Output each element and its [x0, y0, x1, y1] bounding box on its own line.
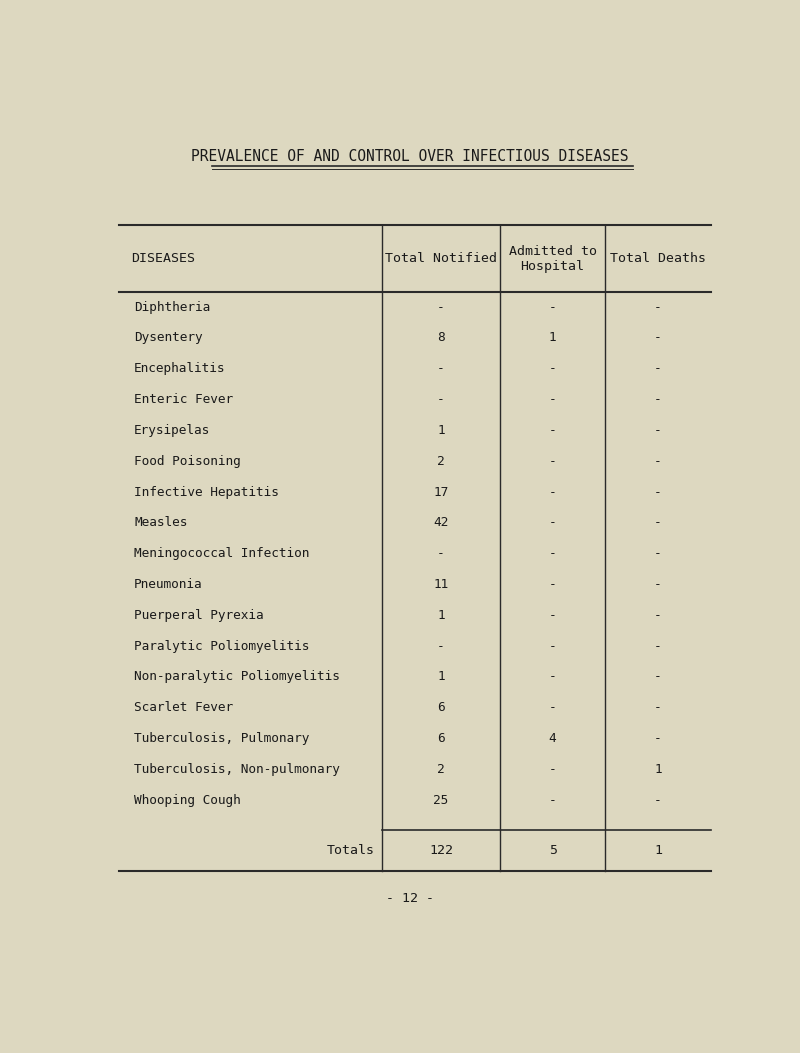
Text: -: -	[437, 362, 445, 375]
Text: -: -	[654, 393, 662, 406]
Text: - 12 -: - 12 -	[386, 892, 434, 905]
Text: Scarlet Fever: Scarlet Fever	[134, 701, 234, 714]
Text: 1: 1	[437, 671, 445, 683]
Text: Total Deaths: Total Deaths	[610, 252, 706, 265]
Text: -: -	[654, 732, 662, 746]
Text: -: -	[437, 639, 445, 653]
Text: -: -	[437, 393, 445, 406]
Text: -: -	[549, 701, 557, 714]
Text: -: -	[654, 609, 662, 621]
Text: 11: 11	[434, 578, 449, 591]
Text: -: -	[549, 578, 557, 591]
Text: -: -	[654, 455, 662, 468]
Text: Tuberculosis, Non-pulmonary: Tuberculosis, Non-pulmonary	[134, 762, 340, 776]
Text: 2: 2	[437, 762, 445, 776]
Text: Enteric Fever: Enteric Fever	[134, 393, 234, 406]
Text: -: -	[437, 548, 445, 560]
Text: -: -	[549, 455, 557, 468]
Text: PREVALENCE OF AND CONTROL OVER INFECTIOUS DISEASES: PREVALENCE OF AND CONTROL OVER INFECTIOU…	[191, 148, 629, 164]
Text: 1: 1	[437, 424, 445, 437]
Text: -: -	[549, 548, 557, 560]
Text: 6: 6	[437, 701, 445, 714]
Text: -: -	[654, 578, 662, 591]
Text: -: -	[654, 548, 662, 560]
Text: 42: 42	[434, 516, 449, 530]
Text: 17: 17	[434, 485, 449, 498]
Text: -: -	[654, 516, 662, 530]
Text: 1: 1	[654, 843, 662, 857]
Text: 6: 6	[437, 732, 445, 746]
Text: Tuberculosis, Pulmonary: Tuberculosis, Pulmonary	[134, 732, 310, 746]
Text: -: -	[654, 485, 662, 498]
Text: Total Notified: Total Notified	[385, 252, 497, 265]
Text: 8: 8	[437, 332, 445, 344]
Text: -: -	[654, 362, 662, 375]
Text: 1: 1	[549, 332, 557, 344]
Text: 1: 1	[654, 762, 662, 776]
Text: -: -	[654, 301, 662, 314]
Text: -: -	[654, 332, 662, 344]
Text: DISEASES: DISEASES	[131, 252, 195, 265]
Text: Encephalitis: Encephalitis	[134, 362, 226, 375]
Text: -: -	[549, 516, 557, 530]
Text: Pneumonia: Pneumonia	[134, 578, 202, 591]
Text: -: -	[654, 794, 662, 807]
Text: -: -	[549, 424, 557, 437]
Text: -: -	[437, 301, 445, 314]
Text: -: -	[549, 362, 557, 375]
Text: 122: 122	[429, 843, 453, 857]
Text: -: -	[654, 701, 662, 714]
Text: -: -	[549, 301, 557, 314]
Text: Erysipelas: Erysipelas	[134, 424, 210, 437]
Text: -: -	[654, 639, 662, 653]
Text: -: -	[549, 794, 557, 807]
Text: Paralytic Poliomyelitis: Paralytic Poliomyelitis	[134, 639, 310, 653]
Text: Meningococcal Infection: Meningococcal Infection	[134, 548, 310, 560]
Text: -: -	[549, 393, 557, 406]
Text: Food Poisoning: Food Poisoning	[134, 455, 241, 468]
Text: Measles: Measles	[134, 516, 187, 530]
Text: Totals: Totals	[326, 843, 374, 857]
Text: -: -	[549, 671, 557, 683]
Text: -: -	[549, 485, 557, 498]
Text: 5: 5	[549, 843, 557, 857]
Text: Diphtheria: Diphtheria	[134, 301, 210, 314]
Text: -: -	[549, 609, 557, 621]
Text: 25: 25	[434, 794, 449, 807]
Text: -: -	[549, 639, 557, 653]
Text: Whooping Cough: Whooping Cough	[134, 794, 241, 807]
Text: Infective Hepatitis: Infective Hepatitis	[134, 485, 279, 498]
Text: Non-paralytic Poliomyelitis: Non-paralytic Poliomyelitis	[134, 671, 340, 683]
Text: Puerperal Pyrexia: Puerperal Pyrexia	[134, 609, 264, 621]
Text: Admitted to
Hospital: Admitted to Hospital	[509, 244, 597, 273]
Text: -: -	[654, 424, 662, 437]
Text: 1: 1	[437, 609, 445, 621]
Text: 2: 2	[437, 455, 445, 468]
Text: 4: 4	[549, 732, 557, 746]
Text: Dysentery: Dysentery	[134, 332, 202, 344]
Text: -: -	[654, 671, 662, 683]
Text: -: -	[549, 762, 557, 776]
